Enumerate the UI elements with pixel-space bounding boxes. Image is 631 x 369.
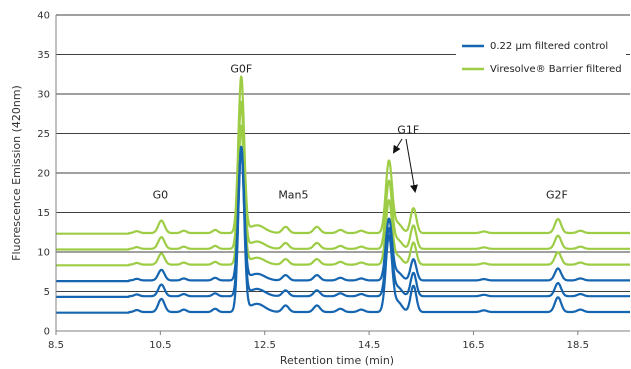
peak-label: G0 — [153, 188, 169, 201]
y-tick-label: 0 — [44, 327, 50, 338]
series-line — [55, 100, 631, 251]
peak-annotations: G0 G0F Man5 G1F G2F — [153, 63, 568, 202]
peak-label: G1F — [397, 124, 419, 137]
series-line — [55, 145, 631, 314]
x-tick-label: 8.5 — [48, 340, 64, 351]
y-tick-label: 20 — [37, 169, 50, 180]
peak-label: G2F — [546, 188, 568, 201]
x-tick-label: 10.5 — [149, 340, 171, 351]
tick-labels: 0 5 10 15 20 25 30 35 40 8.5 10.5 12.5 14.5 16.5 18.5 — [37, 11, 589, 352]
legend-label-control: 0.22 µm filtered control — [490, 41, 608, 52]
peak-label: Man5 — [278, 188, 308, 201]
y-tick-label: 10 — [37, 248, 50, 259]
g1f-arrows — [392, 138, 418, 193]
x-axis-title: Retention time (min) — [280, 354, 394, 367]
y-tick-label: 30 — [37, 90, 50, 101]
peak-label: G0F — [230, 63, 252, 76]
y-tick-label: 25 — [37, 129, 50, 140]
axes — [55, 15, 630, 335]
x-tick-label: 18.5 — [567, 340, 589, 351]
legend-label-viresolve: Viresolve® Barrier filtered — [490, 64, 622, 75]
series-line — [55, 148, 631, 298]
y-axis-title: Fluorescence Emission (420nm) — [10, 85, 23, 261]
g1f-arrow-right — [405, 138, 418, 193]
y-tick-label: 40 — [37, 11, 50, 22]
series-layer — [55, 75, 631, 314]
legend-background — [456, 31, 626, 79]
y-tick-label: 5 — [44, 287, 50, 298]
x-tick-label: 12.5 — [254, 340, 276, 351]
series-line — [55, 75, 631, 235]
series-line — [55, 124, 631, 267]
y-tick-label: 15 — [37, 208, 50, 219]
x-tick-label: 14.5 — [358, 340, 380, 351]
x-tick-label: 16.5 — [462, 340, 484, 351]
series-line — [55, 145, 631, 283]
y-tick-label: 35 — [37, 50, 50, 61]
g1f-arrow-left — [392, 138, 403, 154]
legend: 0.22 µm filtered control Viresolve® Barr… — [456, 31, 626, 79]
